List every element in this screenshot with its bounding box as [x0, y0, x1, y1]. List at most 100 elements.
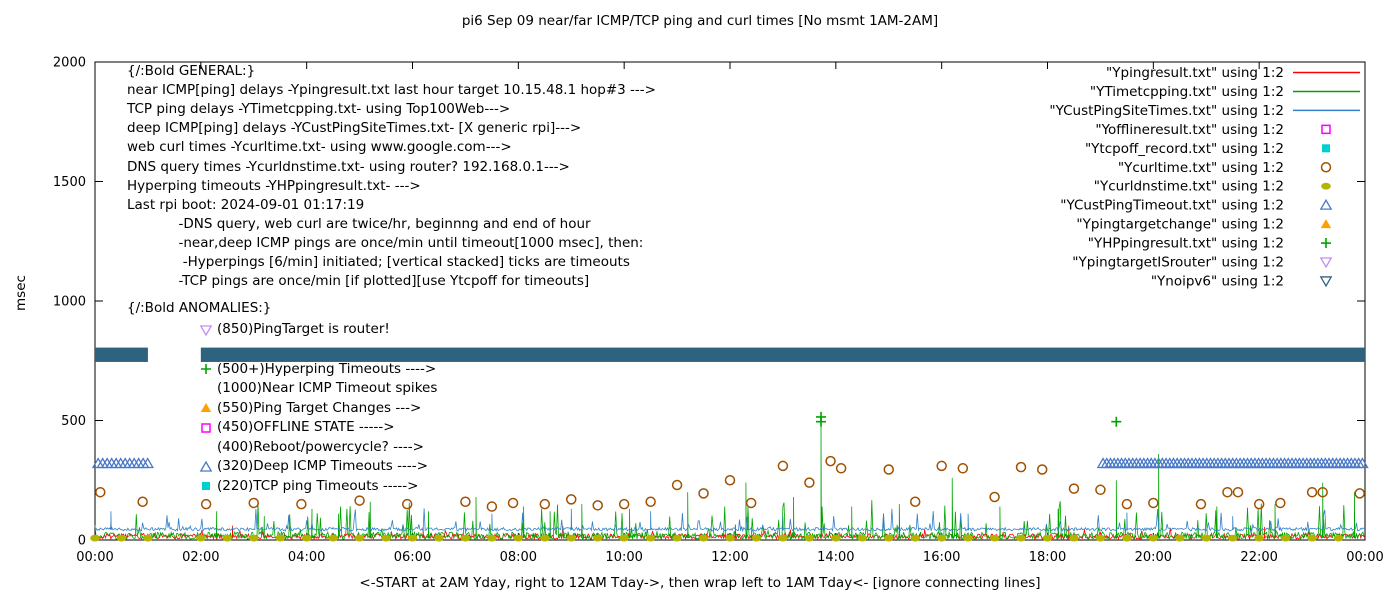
point-Ycurldnstime: [725, 534, 735, 542]
point-Ycurltime: [507, 497, 519, 509]
legend-marker: [1321, 238, 1331, 249]
point-Ycurltime: [698, 488, 709, 499]
point-Ycurltime: [957, 463, 969, 474]
point-Ycurldnstime: [1254, 534, 1264, 542]
anomaly-text: (850)PingTarget is router!: [217, 321, 390, 337]
annotation-general-line: DNS query times -Ycurldnstime.txt- using…: [127, 158, 570, 175]
x-tick-label: 00:00: [76, 550, 113, 565]
point-Ycurldnstime: [1016, 534, 1026, 542]
legend-marker: [1319, 257, 1333, 269]
point-Ycurldnstime: [698, 534, 709, 542]
point-Ycurltime: [401, 498, 413, 510]
legend-label: "Ypingtargetchange" using 1:2: [1076, 217, 1284, 233]
point-Ycurldnstime: [116, 534, 127, 542]
point-Ycurltime: [1232, 486, 1244, 498]
legend-label: "Ynoipv6" using 1:2: [1151, 273, 1284, 289]
point-Ycurltime: [248, 497, 259, 509]
point-Ycurltime: [825, 455, 836, 467]
point-Ycurltime: [1317, 486, 1328, 498]
legend-label: "Ycurldnstime.txt" using 1:2: [1094, 179, 1284, 195]
point-Ycurltime: [1015, 461, 1027, 473]
point-Ycurltime: [1036, 464, 1048, 475]
plus-icon: [201, 364, 211, 374]
annotation-general-line: near ICMP[ping] delays -Ypingresult.txt …: [127, 82, 656, 99]
point-Ycurltime: [835, 463, 847, 474]
legend-marker: [1321, 182, 1331, 190]
point-Ycurldnstime: [487, 534, 497, 542]
x-tick-label: 12:00: [711, 550, 748, 565]
point-Ycurldnstime: [407, 534, 418, 542]
anomaly-row: (320)Deep ICMP Timeouts ---->: [197, 458, 428, 474]
legend-label: "YTimetcpping.txt" using 1:2: [1090, 84, 1284, 100]
legend-label: "YHPpingresult.txt" using 1:2: [1088, 236, 1284, 252]
point-Ycurltime: [1068, 483, 1080, 494]
point-Ycurldnstime: [910, 534, 921, 542]
point-Ycurldnstime: [1095, 534, 1106, 542]
series-YCustPingSiteTimes: [94, 508, 1366, 533]
point-Ycurltime: [645, 496, 656, 508]
point-Ycurltime: [296, 498, 307, 510]
x-tick-label: 08:00: [500, 550, 537, 565]
point-Ycurltime: [936, 460, 947, 472]
annotation-general-line: -Hyperpings [6/min] initiated; [vertical…: [127, 254, 630, 270]
annotation-general-line: -DNS query, web curl are twice/hr, begin…: [127, 215, 591, 232]
point-Ycurldnstime: [1333, 534, 1344, 542]
anomaly-row: (850)PingTarget is router!: [197, 321, 390, 337]
point-Ycurldnstime: [1201, 534, 1212, 542]
point-Ycurldnstime: [672, 534, 682, 542]
anomaly-text: (1000)Near ICMP Timeout spikes: [217, 380, 438, 396]
noipv6-band: [95, 347, 148, 362]
anomaly-text: (550)Ping Target Changes --->: [217, 399, 422, 416]
point-Ycurldnstime: [539, 534, 550, 542]
noipv6-band: [200, 347, 1365, 362]
point-Ycurldnstime: [1280, 534, 1291, 542]
point-Ycurldnstime: [460, 534, 471, 542]
point-Ycurldnstime: [248, 534, 259, 542]
point-Ycurltime: [1354, 488, 1365, 499]
point-Ycurltime: [566, 494, 577, 505]
annotation-general-line: deep ICMP[ping] delays -YCustPingSiteTim…: [127, 120, 582, 137]
triangle-up-open-icon: [199, 460, 213, 472]
point-Ycurldnstime: [831, 534, 841, 542]
point-YCustPingTimeout: [141, 457, 154, 469]
point-YHPpingresult: [1111, 416, 1122, 427]
point-Ycurldnstime: [1227, 534, 1238, 542]
anomaly-text: (400)Reboot/powercycle? ---->: [217, 438, 424, 455]
legend-label: "Ypingresult.txt" using 1:2: [1106, 65, 1284, 81]
triangle-down-open-icon: [199, 324, 213, 336]
point-Ycurldnstime: [1174, 534, 1185, 542]
point-Ycurltime: [1275, 497, 1286, 509]
point-Ycurldnstime: [90, 534, 100, 542]
x-tick-label: 04:00: [288, 550, 325, 565]
x-tick-label: 22:00: [1240, 550, 1277, 565]
triangle-down-open-icon: [199, 324, 213, 336]
square-filled-icon: [202, 482, 210, 490]
point-Ycurltime: [777, 460, 789, 472]
x-axis-label: <-START at 2AM Yday, right to 12AM Tday-…: [359, 575, 1041, 591]
anomaly-text: (500+)Hyperping Timeouts ---->: [217, 360, 437, 377]
anomaly-row: (550)Ping Target Changes --->: [197, 400, 421, 416]
annotation-general-line: web curl times -Ycurltime.txt- using www…: [127, 139, 512, 156]
y-axis-label: msec: [13, 275, 29, 311]
legend-marker: [1321, 124, 1331, 135]
x-tick-label: 10:00: [605, 550, 642, 565]
point-Ycurltime: [539, 498, 551, 510]
point-Ycurldnstime: [592, 534, 603, 542]
point-Ycurltime: [460, 496, 471, 508]
point-Ycurltime: [618, 498, 630, 510]
triangle-up-filled-icon: [200, 403, 212, 412]
point-Ycurltime: [804, 477, 815, 488]
point-Ycurldnstime: [513, 534, 524, 542]
point-Ycurltime: [95, 486, 106, 498]
point-Ycurltime: [354, 495, 365, 506]
legend-marker: [1322, 144, 1330, 153]
point-Ycurldnstime: [645, 534, 656, 542]
point-Ycurldnstime: [196, 534, 206, 542]
point-Ycurldnstime: [354, 534, 365, 542]
anomaly-row: (220)TCP ping Timeouts ----->: [197, 478, 419, 494]
point-Ycurltime: [1148, 497, 1159, 509]
legend-label: "YCustPingTimeout.txt" using 1:2: [1060, 198, 1284, 214]
point-Ycurltime: [137, 496, 148, 508]
point-Ycurldnstime: [619, 534, 629, 542]
